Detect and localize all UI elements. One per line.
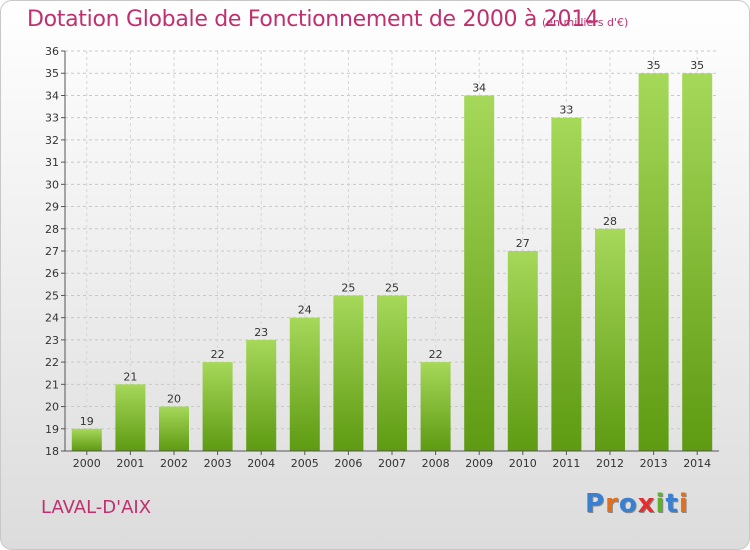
bar-2003[interactable] — [202, 362, 233, 451]
bar-2000[interactable] — [71, 428, 102, 451]
logo-letter: t — [665, 489, 679, 519]
bar-2013[interactable] — [638, 73, 669, 451]
bar-value-label: 21 — [123, 370, 137, 383]
bar-value-label: 20 — [167, 393, 181, 406]
logo-letter: x — [637, 489, 656, 519]
bar-2007[interactable] — [377, 295, 407, 451]
x-tick-label: 2005 — [291, 457, 319, 470]
bar-value-label: 33 — [559, 104, 573, 117]
y-tick-label: 34 — [45, 89, 59, 102]
y-tick-label: 28 — [45, 223, 59, 236]
y-tick-label: 24 — [45, 312, 59, 325]
y-tick-label: 22 — [45, 356, 59, 369]
x-tick-label: 2001 — [116, 457, 144, 470]
bar-value-label: 25 — [341, 281, 355, 294]
bar-2012[interactable] — [595, 228, 625, 451]
commune-name: LAVAL-D'AIX — [41, 497, 152, 518]
bar-value-label: 35 — [647, 59, 661, 72]
x-tick-label: 2002 — [160, 457, 188, 470]
chart-title: Dotation Globale de Fonctionnement de 20… — [27, 7, 599, 32]
bar-2001[interactable] — [115, 384, 146, 451]
y-tick-label: 23 — [45, 334, 59, 347]
x-tick-label: 2000 — [73, 457, 101, 470]
x-tick-label: 2014 — [683, 457, 711, 470]
bar-2009[interactable] — [464, 95, 495, 451]
bar-2006[interactable] — [333, 295, 364, 451]
y-tick-label: 26 — [45, 267, 59, 280]
x-tick-label: 2013 — [640, 457, 668, 470]
bar-2011[interactable] — [551, 117, 582, 452]
bar-value-label: 19 — [80, 415, 94, 428]
bar-2002[interactable] — [159, 406, 189, 451]
y-tick-label: 18 — [45, 445, 59, 458]
x-tick-label: 2006 — [334, 457, 362, 470]
x-tick-label: 2003 — [204, 457, 232, 470]
y-tick-label: 29 — [45, 201, 59, 214]
y-tick-label: 32 — [45, 134, 59, 147]
x-tick-label: 2004 — [247, 457, 275, 470]
y-tick-label: 21 — [45, 378, 59, 391]
bar-2008[interactable] — [420, 362, 451, 451]
y-tick-label: 27 — [45, 245, 59, 258]
x-tick-label: 2010 — [509, 457, 537, 470]
logo-letter: P — [585, 489, 606, 519]
bar-2010[interactable] — [507, 251, 538, 451]
y-tick-label: 25 — [45, 289, 59, 302]
bar-value-label: 35 — [690, 59, 704, 72]
x-tick-label: 2012 — [596, 457, 624, 470]
y-tick-label: 20 — [45, 401, 59, 414]
y-tick-label: 35 — [45, 67, 59, 80]
bar-value-label: 25 — [385, 281, 399, 294]
x-tick-label: 2009 — [465, 457, 493, 470]
bar-value-label: 24 — [298, 304, 312, 317]
axes: 18 19 20 21 22 23 24 25 26 27 28 29 30 31 32 33 34 35 36 20… — [45, 45, 719, 470]
chart-subtitle: (en milliers d'€) — [542, 16, 629, 29]
bar-2004[interactable] — [246, 339, 277, 451]
proxiti-logo[interactable]: Proxiti — [585, 489, 689, 519]
y-tick-label: 31 — [45, 156, 59, 169]
x-tick-label: 2007 — [378, 457, 406, 470]
bar-value-label: 27 — [516, 237, 530, 250]
logo-letter: o — [618, 489, 638, 519]
bar-2014[interactable] — [682, 73, 713, 451]
y-tick-label: 30 — [45, 178, 59, 191]
bar-value-label: 22 — [429, 348, 443, 361]
y-tick-label: 36 — [45, 45, 59, 58]
y-tick-label: 33 — [45, 112, 59, 125]
bar-2005[interactable] — [289, 317, 320, 451]
logo-letter: i — [678, 489, 689, 519]
x-tick-label: 2008 — [422, 457, 450, 470]
bars: 19 21 20 22 23 24 25 25 22 34 27 33 28 35 35 — [71, 59, 713, 452]
bar-value-label: 22 — [211, 348, 225, 361]
logo-letter: r — [605, 489, 619, 519]
bar-value-label: 34 — [472, 81, 486, 94]
y-tick-label: 19 — [45, 423, 59, 436]
x-tick-label: 2011 — [552, 457, 580, 470]
bar-value-label: 28 — [603, 215, 617, 228]
logo-letter: i — [655, 489, 666, 519]
bar-value-label: 23 — [254, 326, 268, 339]
